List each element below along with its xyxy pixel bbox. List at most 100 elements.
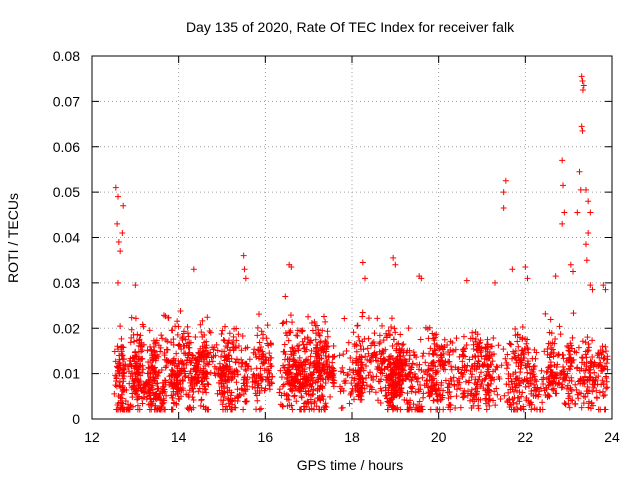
data-point (357, 385, 364, 392)
data-point (311, 399, 318, 406)
data-point (416, 398, 423, 405)
data-point (472, 338, 479, 345)
data-point (483, 406, 490, 413)
data-point (456, 353, 463, 360)
data-point (232, 404, 239, 411)
data-point (358, 384, 365, 391)
data-point (575, 344, 582, 351)
data-point (202, 386, 209, 393)
data-point (583, 241, 589, 248)
data-point (397, 359, 404, 366)
data-point (537, 385, 544, 392)
data-point (494, 391, 501, 398)
data-point (255, 347, 262, 354)
data-point (599, 377, 606, 384)
data-point (435, 357, 442, 364)
data-point (453, 386, 460, 393)
data-point (475, 357, 482, 364)
data-point (545, 392, 552, 399)
data-point (119, 229, 126, 236)
data-point (113, 375, 120, 382)
data-point (367, 356, 374, 363)
data-point (501, 392, 508, 399)
data-point (131, 338, 138, 345)
data-point (596, 354, 603, 361)
data-point (566, 404, 573, 411)
data-point (140, 323, 147, 330)
data-point (565, 400, 572, 407)
data-point (244, 383, 251, 390)
data-point (253, 373, 260, 380)
data-point (358, 354, 365, 361)
data-point (482, 375, 489, 382)
data-point (319, 393, 326, 400)
data-point (191, 375, 198, 382)
data-point (378, 361, 385, 368)
data-point (382, 346, 389, 353)
data-point (427, 345, 434, 352)
data-point (129, 370, 136, 377)
data-point (304, 336, 311, 343)
data-point (372, 389, 379, 396)
data-point (385, 385, 392, 392)
data-point (601, 392, 608, 399)
data-point (488, 361, 495, 368)
x-tick-labels: 12 14 16 18 20 22 24 (84, 429, 620, 445)
data-point (112, 184, 119, 191)
data-point (196, 385, 203, 392)
data-point (574, 209, 581, 216)
data-point (539, 399, 546, 406)
data-point (316, 332, 323, 339)
data-point (517, 365, 524, 372)
data-point (296, 342, 303, 349)
data-point (564, 342, 571, 349)
data-point (580, 393, 587, 400)
data-point (134, 406, 141, 413)
y-tick-label: 0.05 (53, 184, 80, 200)
data-point (322, 318, 329, 325)
data-point (298, 362, 305, 369)
data-point (255, 382, 262, 389)
data-point (379, 370, 386, 377)
data-point (318, 392, 325, 399)
data-point (426, 390, 433, 397)
data-point (203, 338, 210, 345)
data-point (148, 384, 155, 391)
data-point (359, 259, 366, 266)
data-point (205, 361, 212, 368)
data-point (330, 374, 337, 381)
data-point (355, 371, 362, 378)
data-point (549, 346, 556, 353)
data-point (299, 328, 306, 335)
data-point (159, 400, 166, 407)
data-point (505, 396, 512, 403)
data-point (380, 337, 387, 344)
data-point (268, 354, 275, 361)
data-point (112, 382, 119, 389)
data-point (143, 379, 150, 386)
data-point (539, 406, 546, 413)
data-point (447, 401, 454, 408)
data-point (157, 390, 164, 397)
data-point (376, 332, 383, 339)
data-point (477, 349, 484, 356)
data-point (139, 347, 146, 354)
data-point (170, 341, 177, 348)
data-point (513, 400, 520, 407)
data-point (301, 373, 308, 380)
data-point (182, 372, 189, 379)
data-point (412, 374, 419, 381)
data-point (190, 366, 197, 373)
data-point (502, 177, 509, 184)
data-point (349, 385, 356, 392)
data-point (587, 358, 594, 365)
data-point (387, 399, 394, 406)
data-point (478, 369, 485, 376)
data-point (128, 314, 135, 321)
data-point (289, 406, 296, 413)
data-point (411, 371, 418, 378)
data-point (574, 391, 581, 398)
data-point (297, 359, 304, 366)
data-point (150, 374, 157, 381)
data-point (240, 252, 247, 259)
